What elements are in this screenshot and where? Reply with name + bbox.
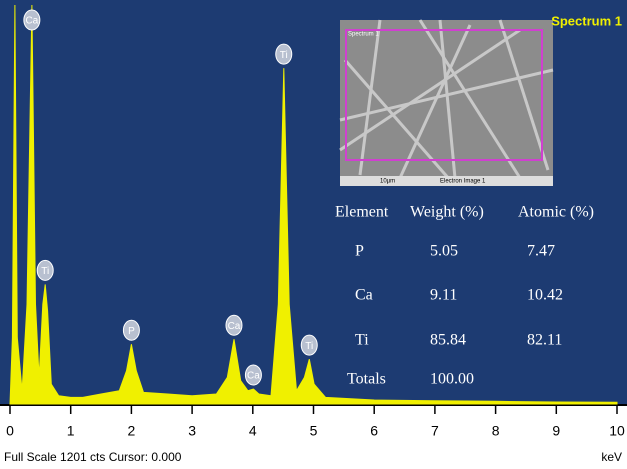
x-tick-label: 4 <box>249 423 257 439</box>
table-cell: 9.11 <box>430 287 457 304</box>
table-cell: 85.84 <box>430 332 466 349</box>
x-tick-label: 2 <box>128 423 136 439</box>
x-tick-label: 9 <box>552 423 560 439</box>
inset-title: Spectrum 1 <box>348 32 379 38</box>
peak-label: Ti <box>41 266 49 277</box>
table-cell: Totals <box>347 371 386 388</box>
table-cell: 82.11 <box>527 332 562 349</box>
table-cell: Ti <box>355 332 369 349</box>
electron-image: Spectrum 1 10µm Electron Image 1 <box>339 19 554 186</box>
fibers <box>339 19 554 181</box>
x-axis-label: keV <box>601 450 622 464</box>
peak-label: Ti <box>305 341 313 352</box>
table-cell: 5.05 <box>430 243 458 260</box>
table-cell: 7.47 <box>527 243 555 260</box>
peak-badge <box>225 314 243 336</box>
table-header: Weight (%) <box>410 204 484 221</box>
x-tick-label: 3 <box>188 423 196 439</box>
table-cell: 100.00 <box>430 371 474 388</box>
spectrum <box>9 4 618 405</box>
inset-scale: 10µm <box>380 179 395 185</box>
image-footer <box>340 176 553 186</box>
x-tick-label: 6 <box>370 423 378 439</box>
peak-label: Ca <box>247 371 260 382</box>
selection-box <box>345 29 543 161</box>
x-tick-label: 8 <box>492 423 500 439</box>
peak-badge <box>122 319 140 341</box>
x-tick-label: 10 <box>609 423 625 439</box>
peak-badge <box>23 9 41 31</box>
peak-badge <box>275 43 293 65</box>
peak-badge <box>244 364 262 386</box>
table-header: Atomic (%) <box>518 204 594 221</box>
peak-badge <box>36 259 54 281</box>
footer: Full Scale 1201 cts Cursor: 0.000 <box>4 450 182 464</box>
x-tick-label: 7 <box>431 423 439 439</box>
axis-strip <box>0 405 627 469</box>
x-tick-label: 5 <box>310 423 318 439</box>
x-tick-label: 0 <box>6 423 14 439</box>
chart-title: Spectrum 1 <box>551 13 622 28</box>
table-cell: Ca <box>355 287 373 304</box>
peak-label: Ca <box>228 321 241 332</box>
inset-caption: Electron Image 1 <box>440 179 486 185</box>
table-cell: 10.42 <box>527 287 563 304</box>
peak-label: Ca <box>25 16 38 27</box>
x-tick-label: 1 <box>67 423 75 439</box>
peak-label: P <box>128 326 135 337</box>
table-cell: P <box>355 243 364 260</box>
peak-label: Ti <box>280 50 288 61</box>
peak-badge <box>300 334 318 356</box>
table-header: Element <box>335 204 389 221</box>
